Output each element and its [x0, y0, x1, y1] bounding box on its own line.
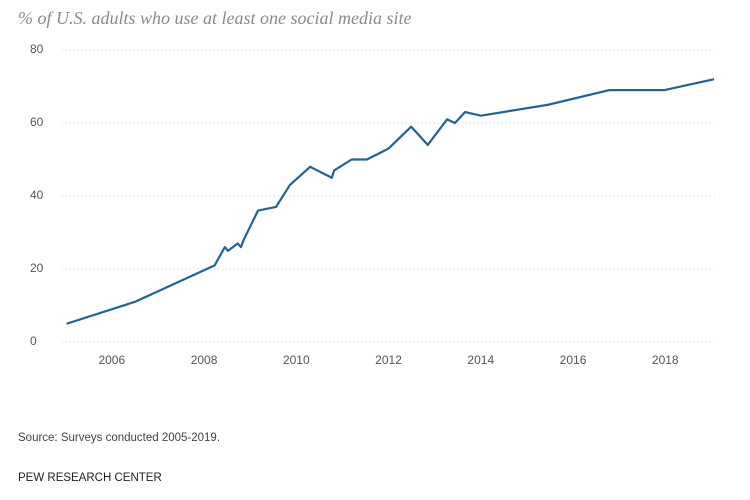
source-note: Source: Surveys conducted 2005-2019. — [18, 432, 220, 444]
data-line — [66, 78, 715, 325]
x-tick-label: 2012 — [375, 353, 402, 367]
y-tick-label: 80 — [30, 42, 44, 56]
x-tick-label: 2018 — [652, 353, 679, 367]
y-tick-label: 40 — [30, 188, 44, 202]
y-tick-label: 0 — [30, 334, 37, 348]
x-tick-label: 2016 — [560, 353, 587, 367]
x-tick-label: 2008 — [191, 353, 218, 367]
x-tick-label: 2014 — [467, 353, 494, 367]
chart-title: % of U.S. adults who use at least one so… — [18, 8, 411, 28]
credit: PEW RESEARCH CENTER — [18, 472, 162, 484]
x-tick-label: 2010 — [283, 353, 310, 367]
y-tick-label: 20 — [30, 261, 44, 275]
x-tick-label: 2006 — [98, 353, 125, 367]
y-tick-label: 60 — [30, 115, 44, 129]
